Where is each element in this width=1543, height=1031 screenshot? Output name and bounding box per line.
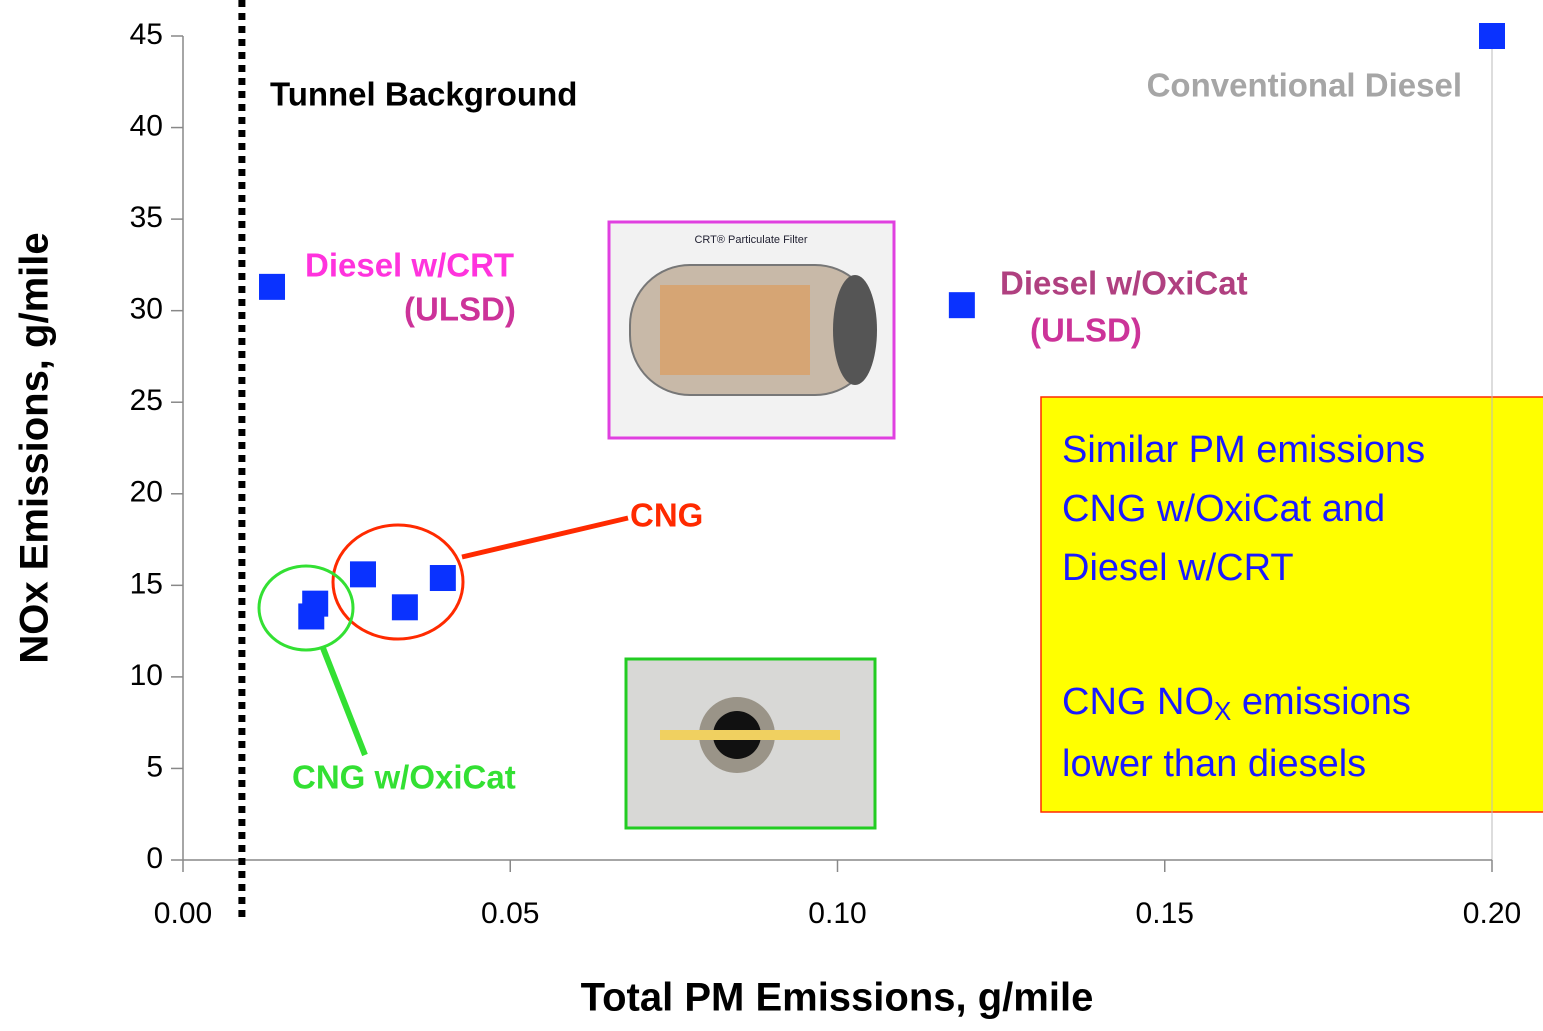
point [298,603,324,629]
annotation: (ULSD) [404,291,516,328]
y-tick-label: 20 [130,476,163,509]
y-tick-label: 45 [130,18,163,51]
note-text: CNG NO [1062,681,1214,723]
note-line: CNG NOX emissions [1062,681,1411,726]
x-tick-label: 0.10 [808,897,866,930]
note-text: emissions [1231,681,1411,723]
y-tick-label: 0 [146,842,163,875]
page: {"chart_data": { "type": "scatter", "x_l… [0,0,1543,1031]
annotation: (ULSD) [1030,312,1142,349]
annotation: Diesel w/OxiCat [1000,265,1248,302]
crt-image: CRT® Particulate Filter [609,222,894,438]
note-line: Similar PM emissions [1062,429,1425,471]
y-tick-label: 15 [130,567,163,600]
image-caption: CRT® Particulate Filter [694,234,807,246]
annotation: Diesel w/CRT [305,247,514,284]
annotation: CNG [630,497,703,534]
point [350,561,376,587]
x-tick-label: 0.00 [154,897,212,930]
note-line: Diesel w/CRT [1062,547,1294,589]
chart: CRT® Particulate Filter Total PM Emissio… [0,0,1543,1031]
x-tick-label: 0.20 [1463,897,1521,930]
point [1479,23,1505,49]
point [430,565,456,591]
annotation: Conventional Diesel [1147,67,1462,104]
point [392,594,418,620]
y-tick-label: 40 [130,109,163,142]
oxicat-callout [323,648,365,755]
y-tick-label: 5 [146,750,163,783]
note-line: CNG w/OxiCat and [1062,488,1385,530]
annotation: CNG w/OxiCat [292,759,516,796]
note-line: lower than diesels [1062,743,1366,785]
y-tick-label: 10 [130,659,163,692]
y-tick-label: 35 [130,201,163,234]
y-tick-label: 30 [130,293,163,326]
y-axis-title: NOx Emissions, g/mile [13,232,57,663]
point [949,292,975,318]
point [259,274,285,300]
note-subscript: X [1214,696,1231,726]
x-tick-label: 0.05 [481,897,539,930]
tailpipe-image [626,659,875,828]
x-tick-label: 0.15 [1136,897,1194,930]
cng-callout [462,518,628,557]
reference-label: Tunnel Background [270,76,577,113]
x-axis-title: Total PM Emissions, g/mile [581,976,1094,1020]
y-tick-label: 25 [130,384,163,417]
